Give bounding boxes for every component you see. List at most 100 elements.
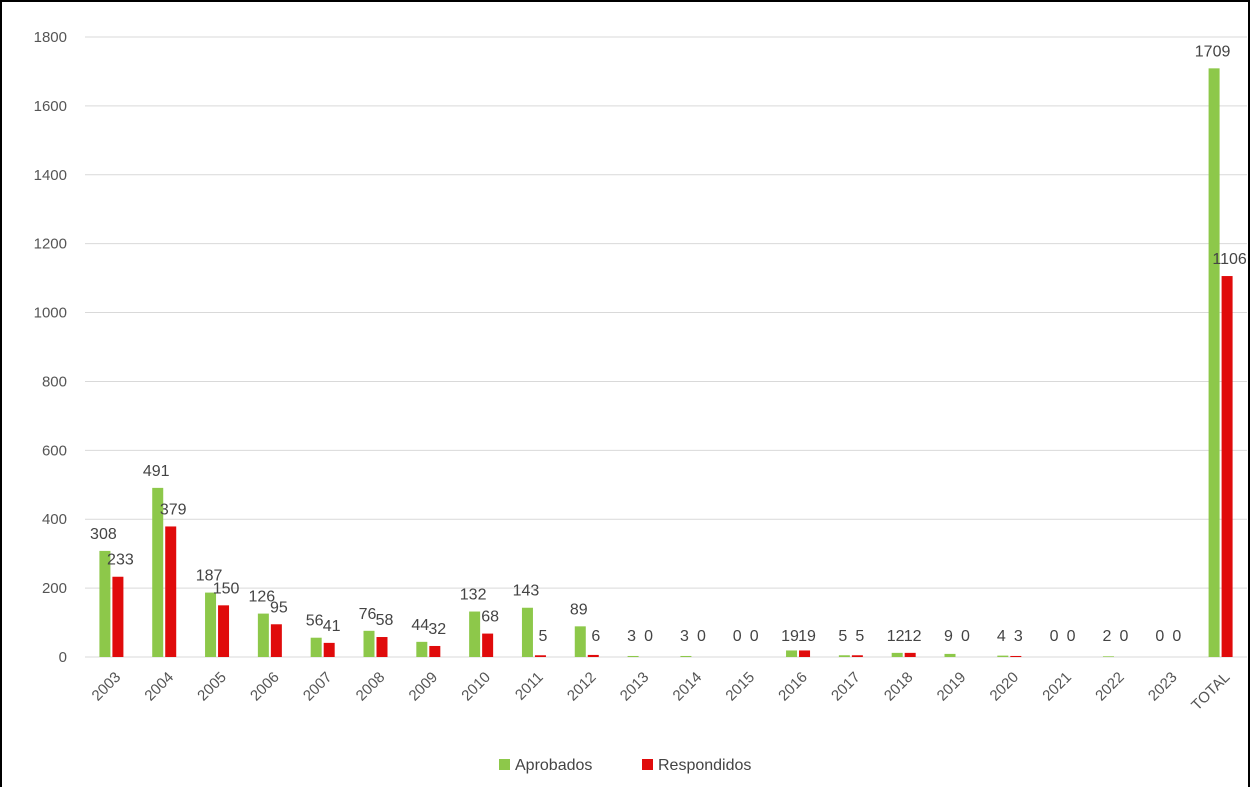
data-label-respondidos: 0 — [1172, 628, 1181, 645]
bar-aprobados — [891, 652, 903, 657]
data-label-aprobados: 0 — [1155, 628, 1164, 645]
data-label-respondidos: 58 — [376, 612, 394, 629]
bar-aprobados — [786, 650, 798, 657]
data-label-aprobados: 19 — [781, 628, 799, 645]
y-tick-label: 1000 — [34, 305, 67, 322]
bar-respondidos — [270, 624, 282, 657]
bar-respondidos — [218, 605, 230, 657]
data-label-respondidos: 32 — [428, 621, 446, 638]
bar-aprobados — [680, 655, 692, 657]
data-label-aprobados: 0 — [1050, 628, 1059, 645]
data-label-aprobados: 89 — [570, 601, 588, 618]
bar-respondidos — [904, 652, 916, 657]
bar-respondidos — [534, 655, 546, 657]
data-label-aprobados: 12 — [887, 628, 905, 645]
bar-aprobados — [152, 487, 164, 657]
data-label-respondidos: 0 — [697, 628, 706, 645]
bar-aprobados — [205, 592, 217, 657]
data-label-aprobados: 308 — [90, 526, 117, 543]
x-tick-label: 2020 — [987, 669, 1023, 705]
data-label-aprobados: 2 — [1103, 628, 1112, 645]
bar-aprobados — [416, 641, 428, 657]
bars — [99, 68, 1233, 658]
data-label-aprobados: 4 — [997, 628, 1006, 645]
y-tick-label: 1400 — [34, 167, 67, 184]
data-label-respondidos: 0 — [750, 628, 759, 645]
data-label-respondidos: 379 — [160, 501, 187, 518]
data-label-respondidos: 233 — [107, 552, 134, 569]
x-tick-label: 2016 — [775, 669, 811, 705]
legend-swatch-aprobados — [499, 759, 510, 770]
data-label-aprobados: 3 — [680, 628, 689, 645]
x-tick-label: 2022 — [1092, 669, 1128, 705]
data-label-respondidos: 19 — [798, 628, 816, 645]
bar-respondidos — [799, 650, 811, 657]
data-label-aprobados: 187 — [196, 568, 223, 585]
legend-label-aprobados: Aprobados — [515, 757, 592, 774]
bar-aprobados — [838, 655, 850, 657]
data-label-respondidos: 3 — [1014, 628, 1023, 645]
data-label-respondidos: 1106 — [1212, 251, 1247, 268]
x-tick-label: 2013 — [617, 669, 653, 705]
bar-aprobados — [627, 655, 639, 657]
data-label-aprobados: 0 — [733, 628, 742, 645]
data-label-aprobados: 9 — [944, 628, 953, 645]
y-tick-label: 400 — [42, 511, 67, 528]
data-label-respondidos: 0 — [1120, 628, 1129, 645]
x-tick-label: 2011 — [512, 669, 547, 704]
x-tick-label: 2004 — [141, 669, 177, 705]
data-label-respondidos: 6 — [591, 628, 600, 645]
x-tick-label: 2010 — [458, 669, 494, 705]
x-tick-label: 2012 — [564, 669, 600, 705]
bar-aprobados — [99, 550, 111, 657]
x-tick-label: 2014 — [670, 669, 706, 705]
legend: Aprobados Respondidos — [499, 757, 751, 774]
bar-aprobados — [363, 630, 375, 657]
bar-respondidos — [429, 645, 441, 657]
bar-respondidos — [482, 633, 494, 657]
bar-aprobados — [997, 655, 1009, 657]
data-label-aprobados: 132 — [460, 587, 487, 604]
y-tick-label: 600 — [42, 442, 67, 459]
bar-aprobados — [469, 611, 481, 657]
bar-aprobados — [1208, 68, 1220, 658]
bar-respondidos — [165, 526, 177, 657]
x-axis-ticks: 2003 2004 2005 2006 2007 2008 2009 2010 2011 2012… — [89, 669, 1234, 714]
bar-aprobados — [521, 607, 533, 657]
bar-respondidos — [1010, 655, 1022, 657]
x-tick-label: 2009 — [406, 669, 442, 705]
bar-respondidos — [112, 576, 124, 657]
gridlines — [85, 36, 1247, 658]
x-tick-label: 2006 — [247, 669, 283, 705]
y-tick-label: 0 — [59, 649, 67, 666]
data-label-respondidos: 0 — [1067, 628, 1076, 645]
legend-swatch-respondidos — [642, 759, 653, 770]
y-tick-label: 200 — [42, 580, 67, 597]
x-tick-label: 2015 — [722, 669, 758, 705]
data-label-aprobados: 76 — [359, 606, 377, 623]
data-label-aprobados: 143 — [513, 583, 540, 600]
data-label-aprobados: 5 — [838, 628, 847, 645]
x-tick-label: 2017 — [828, 669, 864, 705]
bar-respondidos — [587, 654, 599, 657]
x-tick-label: 2018 — [881, 669, 917, 705]
y-tick-label: 1200 — [34, 236, 67, 253]
bar-respondidos — [323, 642, 335, 657]
x-tick-label: 2008 — [353, 669, 389, 705]
bar-aprobados — [310, 637, 322, 657]
data-label-respondidos: 68 — [481, 609, 499, 626]
data-label-respondidos: 0 — [644, 628, 653, 645]
legend-label-respondidos: Respondidos — [658, 757, 751, 774]
x-tick-label: 2003 — [89, 669, 125, 705]
bar-respondidos — [376, 637, 388, 657]
x-tick-label: 2023 — [1145, 669, 1181, 705]
data-label-aprobados: 1709 — [1195, 43, 1231, 60]
bar-respondidos — [851, 655, 863, 657]
data-label-respondidos: 150 — [213, 580, 240, 597]
data-label-aprobados: 44 — [411, 617, 429, 634]
x-tick-label: 2005 — [194, 669, 230, 705]
x-tick-label: TOTAL — [1188, 669, 1233, 714]
bar-aprobados — [944, 653, 956, 657]
